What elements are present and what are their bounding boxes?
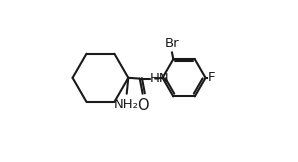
Text: Br: Br [165,37,179,50]
Text: NH₂: NH₂ [114,98,139,111]
Text: F: F [208,71,215,84]
Text: O: O [138,98,149,113]
Text: HN: HN [150,72,170,85]
